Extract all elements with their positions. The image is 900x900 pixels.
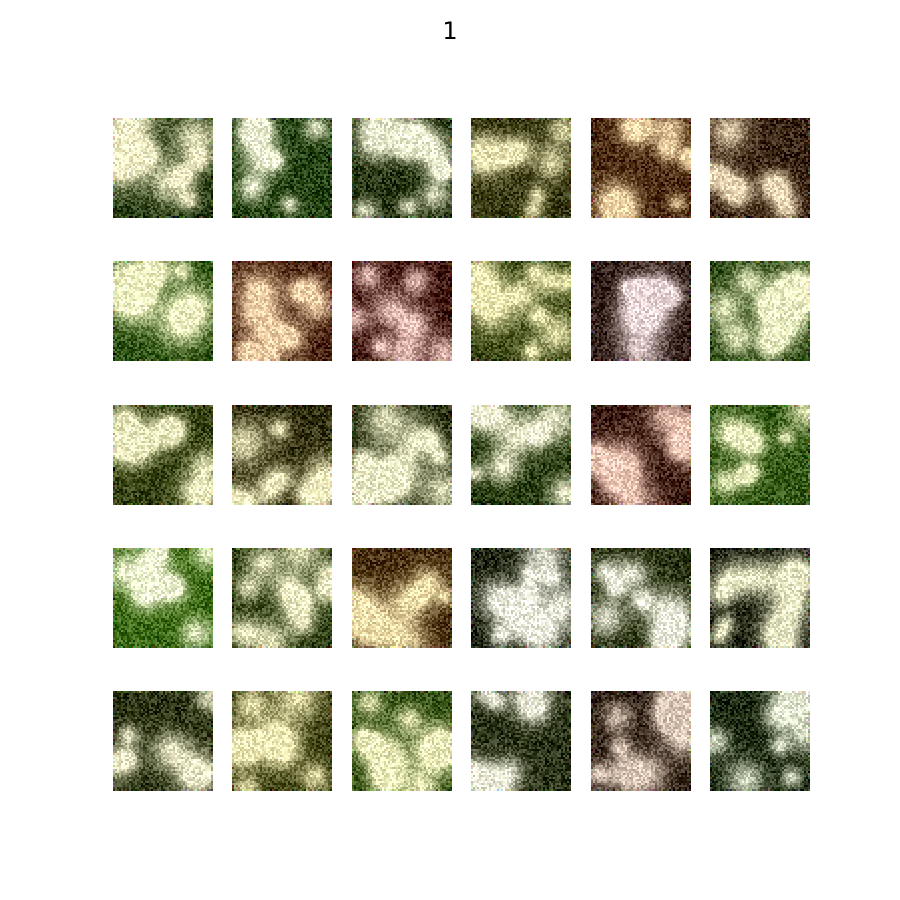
sample-image-r2-c6 bbox=[710, 261, 810, 362]
sample-image-r2-c1 bbox=[113, 261, 213, 362]
sample-image-r4-c4 bbox=[471, 547, 572, 648]
sample-image-r5-c5 bbox=[590, 691, 691, 792]
sample-image-r3-c6 bbox=[710, 404, 810, 505]
sample-image-r4-c1 bbox=[113, 547, 213, 648]
sample-image-r4-c2 bbox=[232, 547, 333, 648]
sample-image-r1-c3 bbox=[351, 118, 452, 218]
sample-image-r2-c3 bbox=[351, 261, 452, 362]
sample-image-r1-c1 bbox=[113, 118, 213, 218]
sample-image-r4-c3 bbox=[351, 547, 452, 648]
sample-image-r3-c5 bbox=[590, 404, 691, 505]
sample-image-r3-c4 bbox=[471, 404, 572, 505]
figure-title: 1 bbox=[442, 17, 458, 45]
sample-image-r5-c6 bbox=[710, 691, 810, 792]
sample-image-r4-c6 bbox=[710, 547, 810, 648]
sample-image-r1-c4 bbox=[471, 118, 572, 218]
sample-image-r1-c6 bbox=[710, 118, 810, 218]
sample-image-r5-c1 bbox=[113, 691, 213, 792]
sample-image-r2-c2 bbox=[232, 261, 333, 362]
sample-image-r2-c5 bbox=[590, 261, 691, 362]
sample-image-r5-c3 bbox=[351, 691, 452, 792]
sample-image-r4-c5 bbox=[590, 547, 691, 648]
sample-image-r5-c2 bbox=[232, 691, 333, 792]
sample-image-r1-c2 bbox=[232, 118, 333, 218]
sample-image-r1-c5 bbox=[590, 118, 691, 218]
sample-image-r5-c4 bbox=[471, 691, 572, 792]
sample-image-r2-c4 bbox=[471, 261, 572, 362]
sample-image-r3-c3 bbox=[351, 404, 452, 505]
sample-image-r3-c1 bbox=[113, 404, 213, 505]
sample-grid bbox=[113, 118, 810, 792]
sample-image-r3-c2 bbox=[232, 404, 333, 505]
